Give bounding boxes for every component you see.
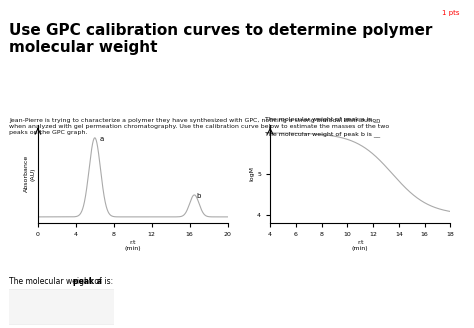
Text: Jean-Pierre is trying to characterize a polymer they have synthesized with GPC, : Jean-Pierre is trying to characterize a … xyxy=(9,118,390,135)
Y-axis label: logM: logM xyxy=(249,166,255,181)
FancyBboxPatch shape xyxy=(8,288,116,325)
Text: Use GPC calibration curves to determine polymer
molecular weight: Use GPC calibration curves to determine … xyxy=(9,23,433,55)
Text: a: a xyxy=(100,136,104,142)
X-axis label: r.t
(min): r.t (min) xyxy=(352,240,369,251)
Text: The molecular weight of peak b is __: The molecular weight of peak b is __ xyxy=(265,131,381,137)
Text: b: b xyxy=(196,193,201,199)
Text: peak a: peak a xyxy=(73,277,102,286)
Text: is:: is: xyxy=(102,277,113,286)
Text: The molecular weight of: The molecular weight of xyxy=(9,277,105,286)
Text: 1 pts: 1 pts xyxy=(442,10,460,16)
Text: The molecular weight of peak a is __: The molecular weight of peak a is __ xyxy=(265,116,381,122)
X-axis label: r.t
(min): r.t (min) xyxy=(124,240,141,251)
Y-axis label: Absorbance
(AU): Absorbance (AU) xyxy=(24,155,35,193)
